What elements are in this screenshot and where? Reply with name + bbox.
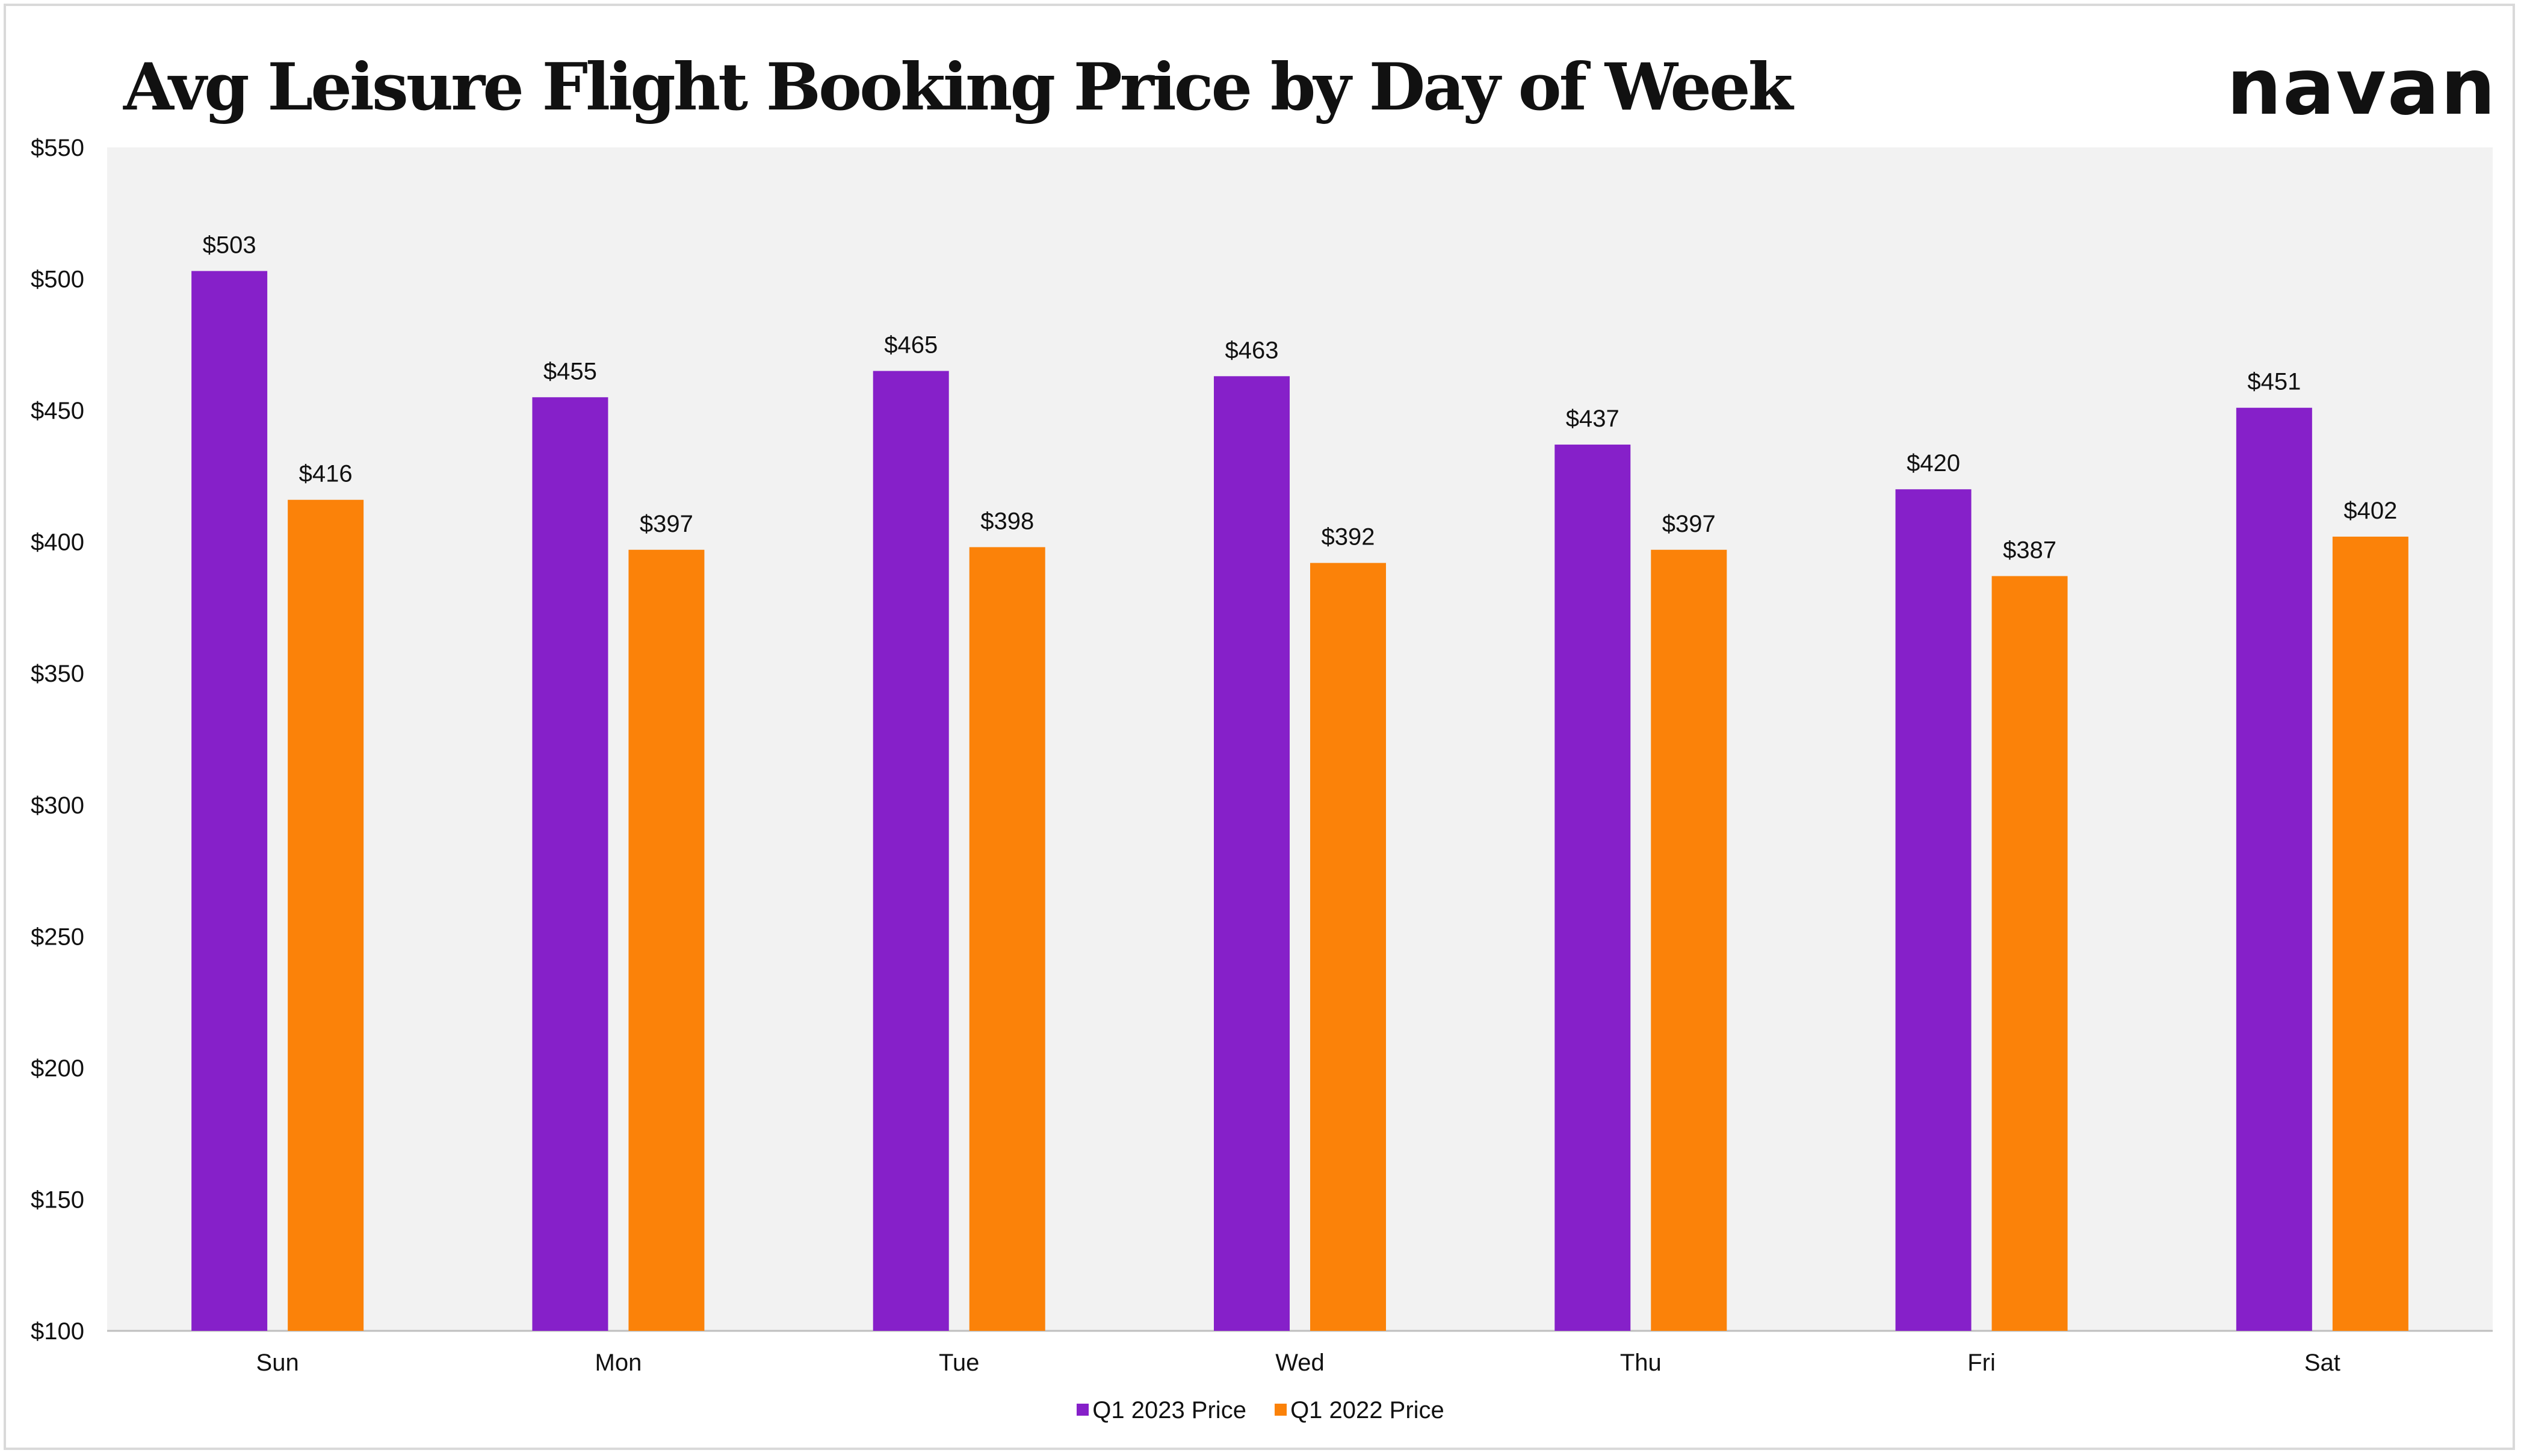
legend-item-q1-2022: Q1 2022 Price [1275,1397,1444,1424]
legend-label-q1-2023: Q1 2023 Price [1092,1397,1246,1424]
data-label: $397 [640,511,693,537]
bar [1310,563,1386,1331]
x-tick-label: Mon [595,1350,642,1376]
y-tick-label: $100 [31,1318,84,1345]
data-label: $416 [299,461,353,487]
legend-swatch-q1-2022 [1275,1404,1287,1416]
chart-title: Avg Leisure Flight Booking Price by Day … [123,49,1793,125]
bar [969,547,1045,1331]
data-label: $455 [543,358,597,384]
data-label: $387 [2003,537,2056,563]
data-label: $465 [884,332,938,359]
x-tick-label: Fri [1967,1350,1996,1376]
x-tick-label: Sun [256,1350,299,1376]
data-label: $420 [1907,450,1960,477]
y-tick-label: $400 [31,529,84,556]
y-tick-label: $250 [31,924,84,950]
navan-logo: navan [2227,43,2497,132]
data-label: $503 [203,232,256,258]
bar [1991,576,2068,1331]
legend-item-q1-2023: Q1 2023 Price [1077,1397,1246,1424]
data-label: $402 [2343,498,2397,524]
data-label: $463 [1225,337,1279,363]
bar [532,397,608,1331]
x-tick-label: Tue [939,1350,979,1376]
bar [1895,489,1972,1331]
bar [2236,407,2312,1331]
bar [1214,376,1290,1331]
data-label: $397 [1662,511,1716,537]
y-tick-label: $300 [31,792,84,819]
x-tick-label: Thu [1620,1350,1662,1376]
x-tick-label: Sat [2304,1350,2340,1376]
legend-label-q1-2022: Q1 2022 Price [1290,1397,1444,1424]
data-label: $398 [980,508,1034,534]
plot-area [107,147,2493,1331]
bar [2332,536,2408,1331]
bar [1554,444,1631,1331]
bar [1651,549,1727,1331]
y-tick-label: $500 [31,267,84,293]
x-tick-label: Wed [1275,1350,1325,1376]
y-tick-label: $550 [31,135,84,161]
bar [873,371,949,1331]
data-label: $392 [1322,524,1375,551]
data-label: $437 [1566,406,1619,432]
y-tick-label: $200 [31,1055,84,1082]
y-tick-label: $150 [31,1186,84,1213]
bar [288,499,364,1331]
bar [191,271,268,1331]
legend-swatch-q1-2023 [1077,1404,1089,1416]
y-tick-label: $450 [31,398,84,424]
chart-legend: Q1 2023 Price Q1 2022 Price [0,1397,2521,1424]
y-tick-label: $350 [31,661,84,687]
bar [628,549,705,1331]
data-label: $451 [2247,369,2301,395]
